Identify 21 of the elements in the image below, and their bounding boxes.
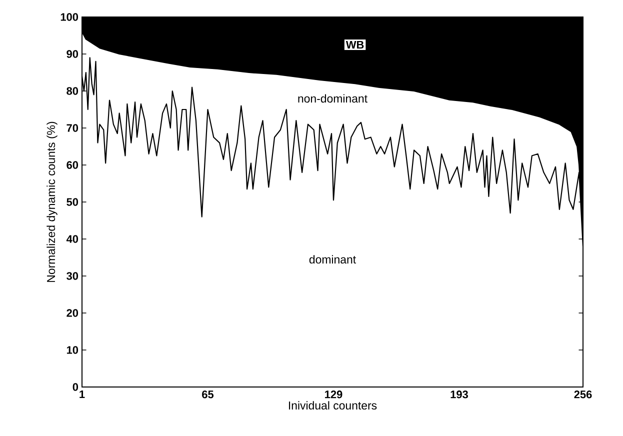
x-tick-label: 1 <box>80 390 85 398</box>
y-tick-label: 90 <box>66 50 78 58</box>
annotation: WB <box>346 40 364 49</box>
x-tick-label: 193 <box>450 390 468 398</box>
y-tick-label: 40 <box>66 235 78 243</box>
y-axis-title: Normalized dynamic counts (%) <box>46 122 58 282</box>
y-tick-label: 100 <box>60 13 78 21</box>
x-tick-label: 256 <box>574 390 592 398</box>
x-axis-title: Inividual counters <box>288 401 377 410</box>
y-tick-label: 30 <box>66 272 78 280</box>
y-tick-label: 60 <box>66 161 78 169</box>
y-tick-label: 20 <box>66 309 78 317</box>
x-tick-label: 65 <box>202 390 214 398</box>
y-tick-label: 10 <box>66 346 78 354</box>
y-tick-label: 0 <box>72 383 78 391</box>
annotation: non-dominant <box>298 94 368 103</box>
y-tick-label: 50 <box>66 198 78 206</box>
y-tick-label: 70 <box>66 124 78 132</box>
y-tick-label: 80 <box>66 87 78 95</box>
annotation: dominant <box>309 255 356 264</box>
x-tick-label: 129 <box>325 390 342 398</box>
